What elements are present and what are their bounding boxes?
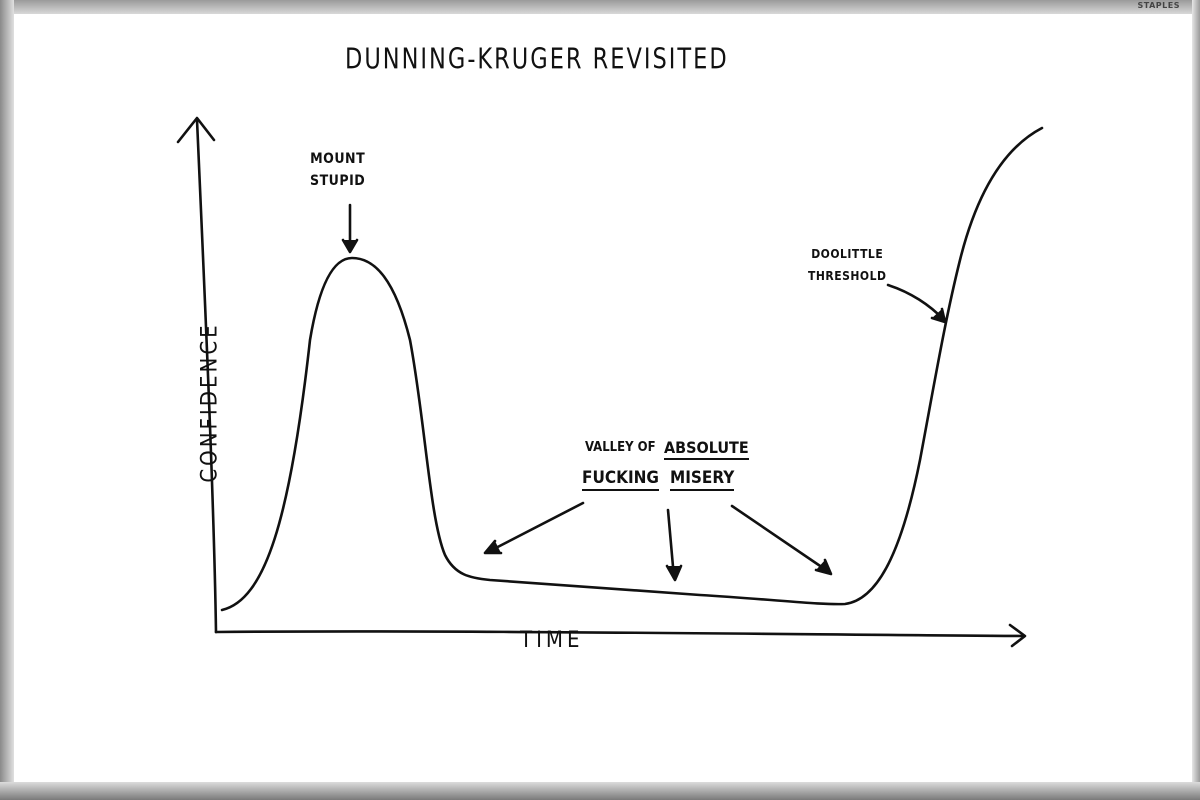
mount-stupid-line1: Mount <box>310 151 366 167</box>
valley-arrow-right-head <box>814 558 833 576</box>
valley-arrow-left <box>486 501 585 554</box>
whiteboard-frame-bottom <box>0 782 1200 800</box>
valley-arrow-left-head <box>483 539 503 555</box>
doolittle-arrow <box>886 283 946 322</box>
valley-label-part1: Valley of <box>585 440 656 455</box>
doolittle-line2: Threshold <box>808 269 887 283</box>
y-axis-label: Confidence <box>197 322 223 483</box>
valley-arrow-middle-head <box>665 564 683 582</box>
y-axis-arrowhead <box>176 116 216 144</box>
whiteboard-frame-left <box>0 0 14 800</box>
mount-stupid-label: Mount Stupid <box>310 148 365 192</box>
valley-label-part4: Misery <box>670 468 735 491</box>
doolittle-arrowhead <box>930 307 947 324</box>
y-axis <box>195 118 218 634</box>
mount-stupid-line2: Stupid <box>310 173 366 189</box>
valley-arrow-right <box>730 504 831 574</box>
x-axis-arrowhead <box>1008 623 1027 648</box>
confidence-curve <box>220 126 1044 612</box>
chart-title: Dunning-Kruger Revisited <box>345 41 729 76</box>
valley-label-part2: Absolute <box>664 438 749 460</box>
x-axis-label: Time <box>520 628 584 653</box>
whiteboard-logo: STAPLES <box>1137 1 1180 10</box>
whiteboard-frame-top <box>0 0 1200 14</box>
doolittle-threshold-label: Doolittle Threshold <box>808 243 886 287</box>
whiteboard-frame-right <box>1192 0 1200 800</box>
valley-label-part3: Fucking <box>582 468 659 491</box>
mount-stupid-arrowhead <box>341 238 359 254</box>
x-axis <box>214 630 1026 638</box>
doolittle-line1: Doolittle <box>811 247 884 261</box>
